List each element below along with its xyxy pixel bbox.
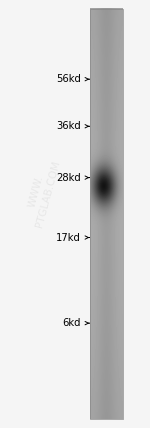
- Text: 6kd: 6kd: [63, 318, 81, 328]
- Text: 17kd: 17kd: [56, 232, 81, 243]
- Text: WWW.
PTGLAB.COM: WWW. PTGLAB.COM: [22, 157, 62, 229]
- Text: 36kd: 36kd: [56, 121, 81, 131]
- Text: 28kd: 28kd: [56, 172, 81, 183]
- Text: 56kd: 56kd: [56, 74, 81, 84]
- Bar: [90, 9, 123, 419]
